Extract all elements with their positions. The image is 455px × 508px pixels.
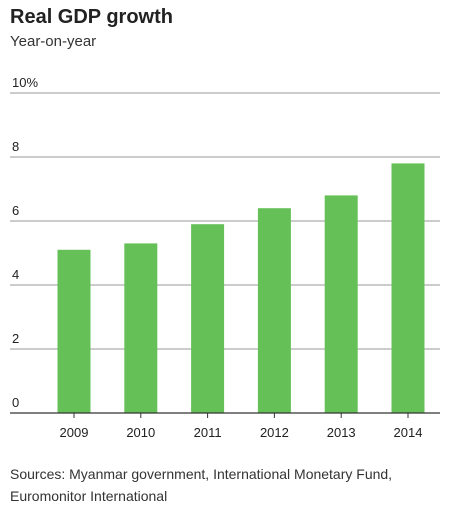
y-tick-label: 2 <box>12 331 19 346</box>
y-tick-label: 4 <box>12 267 19 282</box>
y-tick-label: 8 <box>12 139 19 154</box>
bar <box>391 163 425 413</box>
x-tick-label: 2009 <box>60 425 89 440</box>
y-tick-label: 6 <box>12 203 19 218</box>
x-tick-label: 2011 <box>194 425 222 440</box>
bar <box>191 224 225 413</box>
chart-title: Real GDP growth <box>10 6 173 28</box>
bar <box>57 249 91 413</box>
chart-subtitle: Year-on-year <box>10 33 97 50</box>
x-tick-label: 2012 <box>260 425 289 440</box>
x-tick-label: 2013 <box>327 425 356 440</box>
source-note: Sources: Myanmar government, Internation… <box>10 463 450 507</box>
x-tick-label: 2010 <box>126 425 155 440</box>
bar <box>257 208 291 413</box>
source-line-2: Euromonitor International <box>10 488 168 504</box>
bar <box>324 195 358 413</box>
y-tick-label: 0 <box>12 395 19 410</box>
x-tick-label: 2014 <box>394 425 423 440</box>
source-line-1: Sources: Myanmar government, Internation… <box>10 466 393 482</box>
y-tick-label: 10% <box>12 75 38 90</box>
plot-area: 0 2 4 6 8 10% 2009 2010 2011 2012 2013 2014 <box>10 75 440 440</box>
bar <box>124 243 158 413</box>
